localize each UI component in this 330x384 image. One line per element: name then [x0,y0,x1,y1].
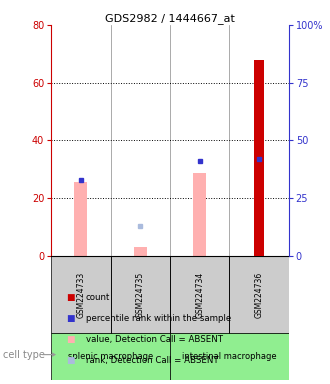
Text: value, Detection Call = ABSENT: value, Detection Call = ABSENT [86,335,223,344]
Text: percentile rank within the sample: percentile rank within the sample [86,314,231,323]
Text: ■: ■ [66,335,75,344]
Text: count: count [86,293,110,302]
Bar [134,247,147,256]
Text: intestinal macrophage: intestinal macrophage [182,352,277,361]
Text: GSM224733: GSM224733 [76,271,85,318]
Bar [229,256,289,333]
Bar [170,333,289,380]
Text: GSM224734: GSM224734 [195,271,204,318]
Text: rank, Detection Call = ABSENT: rank, Detection Call = ABSENT [86,356,218,366]
Title: GDS2982 / 1444667_at: GDS2982 / 1444667_at [105,13,235,24]
Text: GSM224736: GSM224736 [254,271,264,318]
Text: ■: ■ [66,314,75,323]
Bar [170,256,229,333]
Text: ■: ■ [66,356,75,366]
Text: GSM224735: GSM224735 [136,271,145,318]
Bar [51,333,170,380]
Text: ■: ■ [66,293,75,302]
Bar [111,256,170,333]
Bar [74,182,87,256]
Text: splenic macrophage: splenic macrophage [68,352,153,361]
Bar [254,60,264,256]
Text: cell type: cell type [3,349,45,360]
Bar [51,256,111,333]
Bar [193,173,206,256]
